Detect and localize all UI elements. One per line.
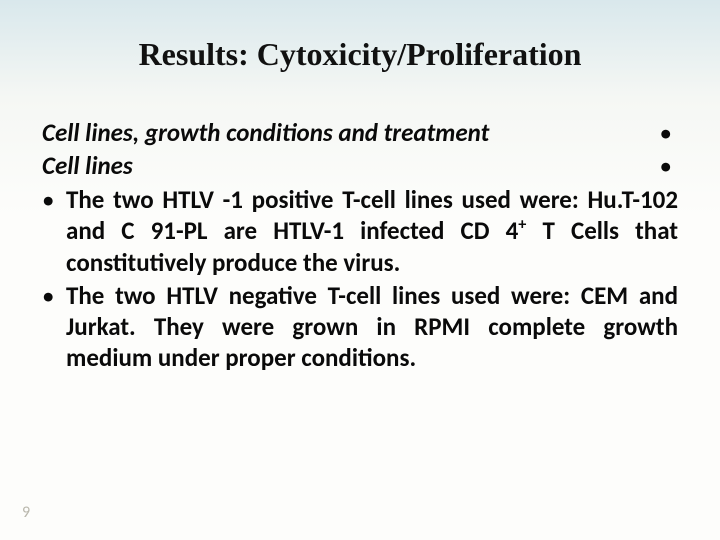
slide-title: Results: Cytoxicity/Proliferation: [42, 36, 678, 73]
slide: Results: Cytoxicity/Proliferation Cell l…: [0, 0, 720, 540]
bullet-text: The two HTLV negative T-cell lines used …: [66, 280, 678, 374]
section-heading-1-text: Cell lines, growth conditions and treatm…: [42, 117, 489, 150]
heading-bullet-icon: •: [660, 117, 678, 150]
heading-bullet-icon: •: [660, 150, 678, 183]
bullet-text-pre: The two HTLV negative T-cell lines used …: [66, 280, 678, 374]
list-item: • The two HTLV negative T-cell lines use…: [42, 280, 678, 374]
page-number: 9: [22, 503, 30, 522]
bullet-text: The two HTLV -1 positive T-cell lines us…: [66, 184, 678, 278]
bullet-icon: •: [42, 280, 66, 311]
section-heading-2: Cell lines •: [42, 150, 678, 183]
section-heading-2-text: Cell lines: [42, 150, 133, 183]
bullet-icon: •: [42, 184, 66, 215]
section-heading-1: Cell lines, growth conditions and treatm…: [42, 117, 678, 150]
body-content: Cell lines, growth conditions and treatm…: [42, 117, 678, 374]
list-item: • The two HTLV -1 positive T-cell lines …: [42, 184, 678, 278]
